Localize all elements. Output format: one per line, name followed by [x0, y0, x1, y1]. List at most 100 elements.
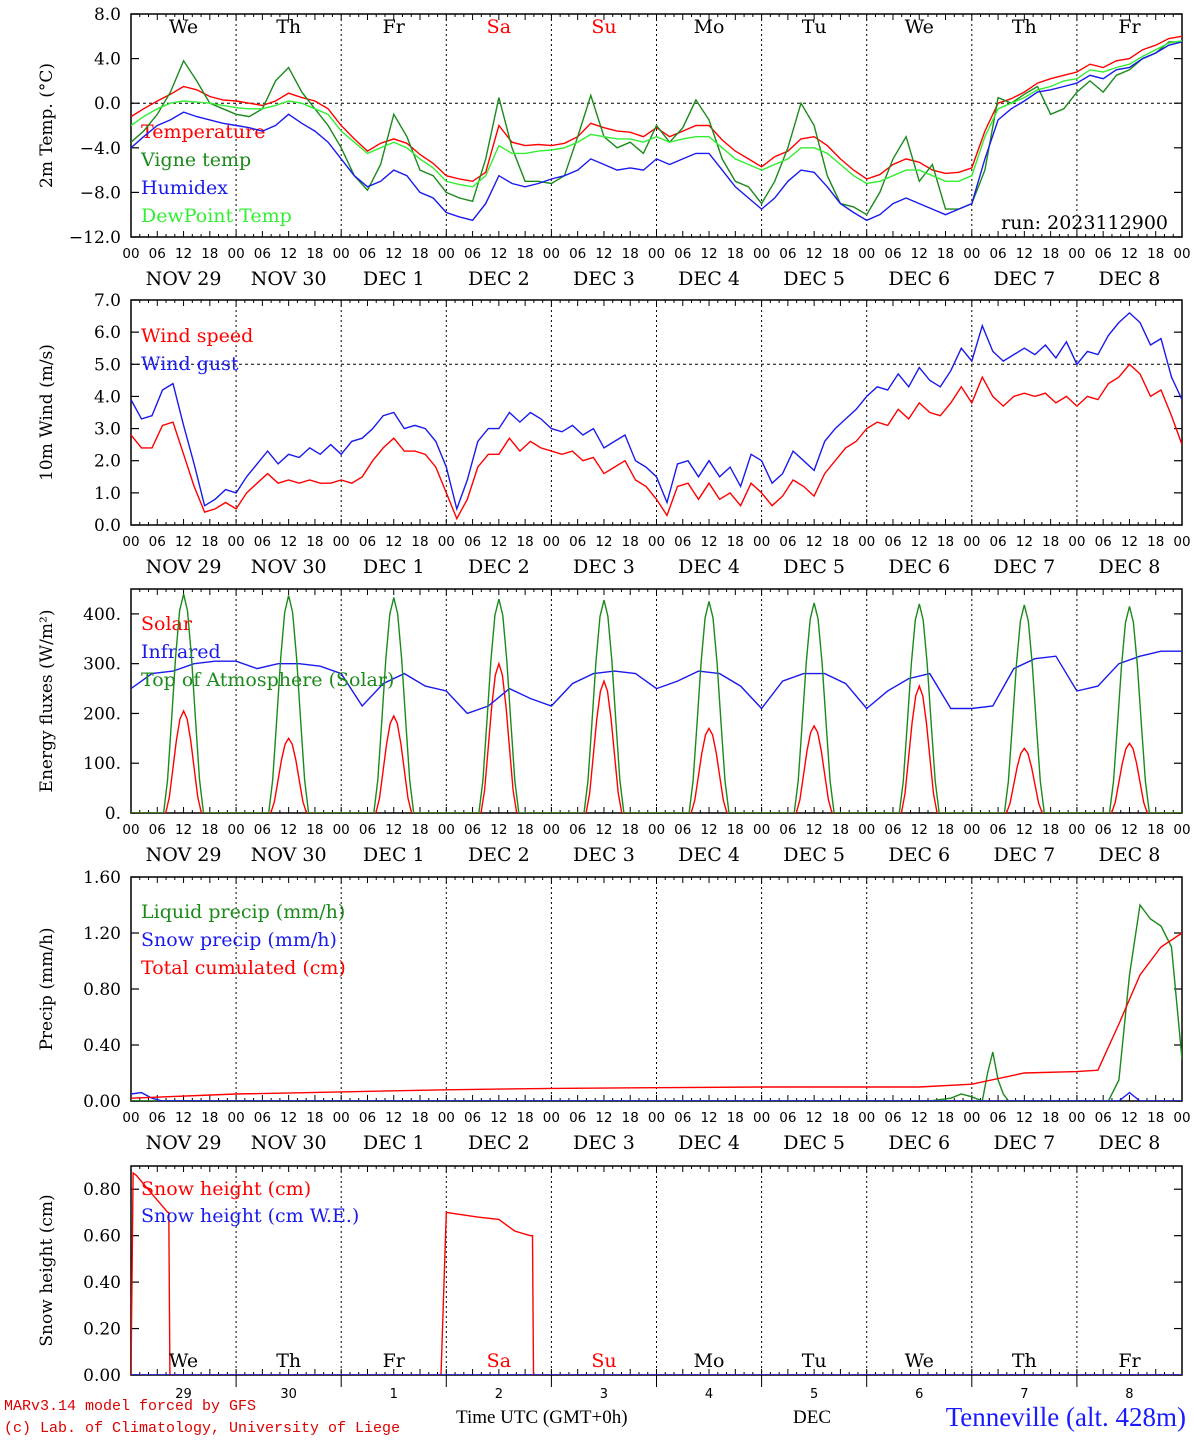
hour-tick-label: 18 — [937, 1110, 954, 1126]
legend-entry: Total cumulated (cm) — [141, 957, 346, 979]
y-tick-label: 0.40 — [83, 1036, 121, 1056]
hour-tick-label: 00 — [963, 534, 980, 550]
date-label: DEC 2 — [468, 268, 530, 290]
hour-tick-label: 06 — [359, 1110, 376, 1126]
hour-tick-label: 00 — [122, 534, 139, 550]
hour-tick-label: 06 — [674, 246, 691, 262]
hour-tick-label: 00 — [438, 822, 455, 838]
hour-tick-label: 18 — [517, 246, 534, 262]
weekday-label: We — [905, 16, 934, 38]
hour-tick-label: 00 — [438, 246, 455, 262]
date-label: DEC 8 — [1099, 1132, 1161, 1154]
hour-tick-label: 00 — [228, 534, 245, 550]
y-tick-label: 7.0 — [94, 291, 121, 311]
y-tick-label: 400. — [83, 605, 121, 625]
hour-tick-label: 06 — [254, 246, 271, 262]
y-tick-label: 0.00 — [83, 1092, 121, 1112]
hour-tick-label: 00 — [753, 246, 770, 262]
hour-tick-label: 18 — [1042, 1110, 1059, 1126]
hour-tick-label: 12 — [280, 1110, 297, 1126]
hour-tick-label: 12 — [280, 822, 297, 838]
date-label: DEC 5 — [783, 1132, 845, 1154]
date-label: NOV 29 — [146, 1132, 222, 1154]
y-axis-label: Precip (mm/h) — [37, 927, 57, 1050]
date-label: DEC 6 — [888, 556, 950, 578]
hour-tick-label: 00 — [1173, 822, 1190, 838]
hour-tick-label: 00 — [648, 822, 665, 838]
hour-tick-label: 12 — [806, 246, 823, 262]
day-number-label: 30 — [280, 1387, 297, 1402]
y-tick-label: 4.0 — [94, 50, 121, 70]
hour-tick-label: 12 — [595, 1110, 612, 1126]
y-tick-label: 0.60 — [83, 1227, 121, 1247]
y-tick-label: 100. — [83, 754, 121, 774]
hour-tick-label: 00 — [753, 822, 770, 838]
y-tick-label: 8.0 — [94, 5, 121, 25]
hour-tick-label: 00 — [1068, 246, 1085, 262]
legend-entry: DewPoint Temp — [141, 205, 292, 227]
hour-tick-label: 06 — [359, 246, 376, 262]
series-line-top-of-atmosphere-solar- — [131, 593, 1182, 813]
hour-tick-label: 18 — [832, 1110, 849, 1126]
hour-tick-label: 12 — [1016, 822, 1033, 838]
hour-tick-label: 12 — [700, 822, 717, 838]
y-tick-label: 0.20 — [83, 1320, 121, 1340]
y-tick-label: 0.80 — [83, 1180, 121, 1200]
hour-tick-label: 00 — [228, 1110, 245, 1126]
y-tick-label: −12.0 — [69, 228, 121, 248]
hour-tick-label: 00 — [963, 1110, 980, 1126]
series-line-liquid-precip-mm-h- — [131, 903, 1182, 1101]
hour-tick-label: 06 — [149, 246, 166, 262]
hour-tick-label: 12 — [490, 534, 507, 550]
hour-tick-label: 12 — [175, 1110, 192, 1126]
hour-tick-label: 06 — [884, 1110, 901, 1126]
legend-entry: Wind gust — [141, 353, 239, 375]
hour-tick-label: 18 — [1147, 1110, 1164, 1126]
date-label: DEC 8 — [1099, 268, 1161, 290]
hour-tick-label: 00 — [963, 246, 980, 262]
y-tick-label: −4.0 — [80, 139, 121, 159]
hour-tick-label: 00 — [1068, 1110, 1085, 1126]
run-label: run: 2023112900 — [1001, 212, 1168, 234]
day-number-label: 29 — [175, 1387, 192, 1402]
hour-tick-label: 12 — [175, 246, 192, 262]
hour-tick-label: 06 — [674, 534, 691, 550]
hour-tick-label: 00 — [963, 822, 980, 838]
series-line-humidex — [131, 41, 1182, 222]
hour-tick-label: 18 — [832, 246, 849, 262]
hour-tick-label: 18 — [306, 1110, 323, 1126]
y-tick-label: 0.0 — [94, 516, 121, 536]
day-number-label: 5 — [810, 1387, 818, 1402]
hour-tick-label: 06 — [254, 534, 271, 550]
date-label: DEC 3 — [573, 268, 635, 290]
copyright-credit: (c) Lab. of Climatology, University of L… — [4, 1420, 401, 1437]
hour-tick-label: 00 — [648, 534, 665, 550]
hour-tick-label: 00 — [543, 1110, 560, 1126]
hour-tick-label: 12 — [911, 246, 928, 262]
hour-tick-label: 06 — [779, 822, 796, 838]
series-line-wind-speed — [131, 363, 1182, 521]
hour-tick-label: 06 — [989, 246, 1006, 262]
hour-tick-label: 18 — [201, 1110, 218, 1126]
legend-entry: Vigne temp — [140, 149, 251, 171]
hour-tick-label: 12 — [385, 822, 402, 838]
date-label: DEC 2 — [468, 556, 530, 578]
hour-tick-label: 18 — [411, 534, 428, 550]
hour-tick-label: 18 — [201, 246, 218, 262]
date-label: DEC 7 — [993, 268, 1055, 290]
weekday-label: We — [169, 16, 198, 38]
y-tick-label: 3.0 — [94, 420, 121, 440]
y-tick-label: 5.0 — [94, 355, 121, 375]
weekday-label: Mo — [694, 16, 725, 38]
date-label: NOV 30 — [251, 268, 327, 290]
hour-tick-label: 18 — [1147, 246, 1164, 262]
panel-temperature: 8.0 4.0 0.0 −4.0 −8.0 −12.0 2m Temp. (°C) Tempe… — [37, 5, 1191, 290]
hour-tick-label: 00 — [1068, 822, 1085, 838]
hour-tick-label: 06 — [464, 822, 481, 838]
hour-tick-label: 18 — [517, 1110, 534, 1126]
hour-tick-label: 18 — [727, 534, 744, 550]
day-number-label: 4 — [705, 1387, 713, 1402]
hour-tick-label: 18 — [937, 534, 954, 550]
hour-tick-label: 06 — [884, 534, 901, 550]
